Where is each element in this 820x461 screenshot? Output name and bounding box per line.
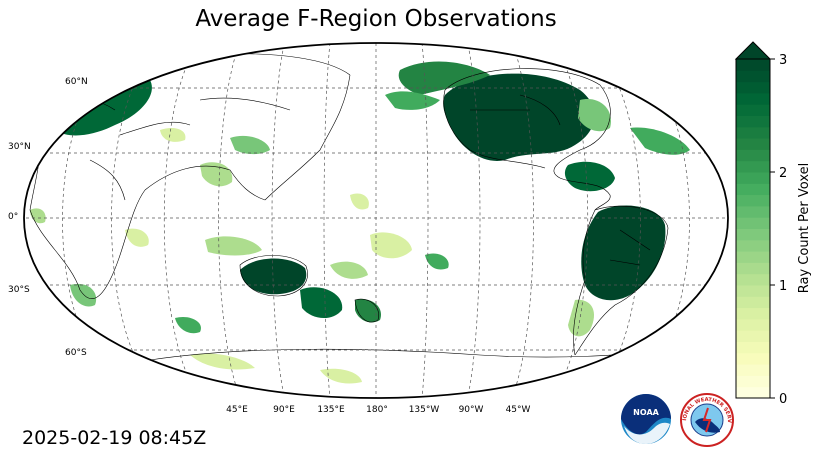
timestamp: 2025-02-19 08:45Z	[22, 427, 207, 449]
colorbar-band	[736, 296, 770, 309]
lon-label-90e: 90°E	[273, 405, 295, 415]
noaa-logo-text: NOAA	[633, 408, 659, 417]
colorbar-tick-label: 0	[779, 392, 787, 407]
colorbar-band	[736, 172, 770, 184]
data-region-indian-ocean	[125, 228, 149, 247]
colorbar-band	[736, 92, 770, 105]
lat-label-60n: 60°N	[65, 77, 88, 87]
colorbar-band	[736, 352, 770, 365]
colorbar-band	[736, 386, 770, 399]
data-region-south-pacific	[320, 368, 362, 384]
data-region-africa-south	[70, 283, 97, 307]
data-region-pacific-4	[350, 193, 369, 210]
colorbar-band	[736, 81, 770, 94]
colorbar-band	[736, 205, 770, 218]
ray-count-overlay	[30, 61, 705, 384]
colorbar-band	[736, 149, 770, 162]
data-region-asia-east	[230, 135, 270, 155]
colorbar: 0 1 2 3 Ray Count Per Voxel	[734, 41, 812, 407]
map-border	[23, 42, 729, 399]
colorbar-tick-label: 2	[779, 166, 787, 181]
lat-label-30n: 30°N	[8, 142, 31, 152]
map-title: Average F-Region Observations	[195, 6, 557, 32]
colorbar-tick-label: 1	[779, 279, 787, 294]
data-region-new-guinea	[300, 287, 343, 319]
data-region-canada-east	[578, 99, 611, 132]
colorbar-band	[736, 115, 770, 128]
colorbar-band	[736, 194, 770, 207]
data-region-atlantic	[630, 127, 690, 155]
data-region-north-america-north	[398, 61, 490, 95]
colorbar-bands	[736, 59, 770, 399]
colorbar-label: Ray Count Per Voxel	[797, 163, 812, 293]
colorbar-band	[736, 138, 770, 150]
map-body	[24, 43, 728, 398]
colorbar-frame	[735, 58, 771, 399]
data-region-southern-ocean	[175, 316, 201, 334]
lat-label-0: 0°	[8, 212, 18, 222]
data-region-antarctica-edge	[190, 353, 255, 370]
lon-label-135w: 135°W	[409, 405, 440, 415]
colorbar-band	[736, 183, 770, 196]
lat-labels: 60°N 30°N 0° 30°S 60°S	[8, 77, 88, 358]
colorbar-band	[736, 160, 770, 173]
data-region-arctic	[610, 63, 649, 82]
colorbar-band	[736, 341, 770, 354]
colorbar-band	[736, 251, 770, 263]
colorbar-band	[736, 375, 770, 388]
data-region-north-america	[443, 73, 595, 161]
colorbar-band	[736, 307, 770, 320]
data-region-pacific-1	[370, 232, 412, 259]
lat-label-60s: 60°S	[65, 348, 87, 358]
lon-label-135e: 135°E	[317, 405, 345, 415]
data-region-south-america	[581, 205, 666, 301]
colorbar-band	[736, 330, 770, 342]
colorbar-ticks: 0 1 2 3	[770, 53, 787, 407]
colorbar-band	[736, 273, 770, 286]
colorbar-band	[736, 228, 770, 241]
colorbar-band	[736, 239, 770, 252]
colorbar-band	[736, 318, 770, 331]
colorbar-tick-label: 3	[779, 53, 787, 68]
colorbar-band	[736, 262, 770, 275]
lon-label-90w: 90°W	[459, 405, 484, 415]
colorbar-band	[736, 126, 770, 139]
colorbar-band	[736, 104, 770, 116]
data-region-south-america-south	[568, 299, 595, 337]
colorbar-band	[736, 59, 770, 71]
colorbar-band	[736, 217, 770, 229]
lon-labels: 45°E 90°E 135°E 180° 135°W 90°W 45°W	[226, 405, 530, 415]
data-region-pacific-2	[425, 253, 449, 270]
lon-label-180: 180°	[366, 405, 388, 415]
colorbar-band	[736, 364, 770, 376]
colorbar-extend-arrow	[734, 41, 772, 60]
lon-label-45e: 45°E	[226, 405, 248, 415]
colorbar-band	[736, 70, 770, 83]
nws-logo: NATIONAL WEATHER SERVICE	[678, 388, 734, 452]
lat-label-30s: 30°S	[8, 285, 30, 295]
data-region-pacific-3	[330, 261, 368, 279]
data-region-caribbean	[564, 161, 615, 192]
colorbar-band	[736, 285, 770, 297]
noaa-logo: NOAA	[620, 392, 672, 450]
data-region-india	[160, 128, 186, 142]
lon-label-45w: 45°W	[506, 405, 531, 415]
